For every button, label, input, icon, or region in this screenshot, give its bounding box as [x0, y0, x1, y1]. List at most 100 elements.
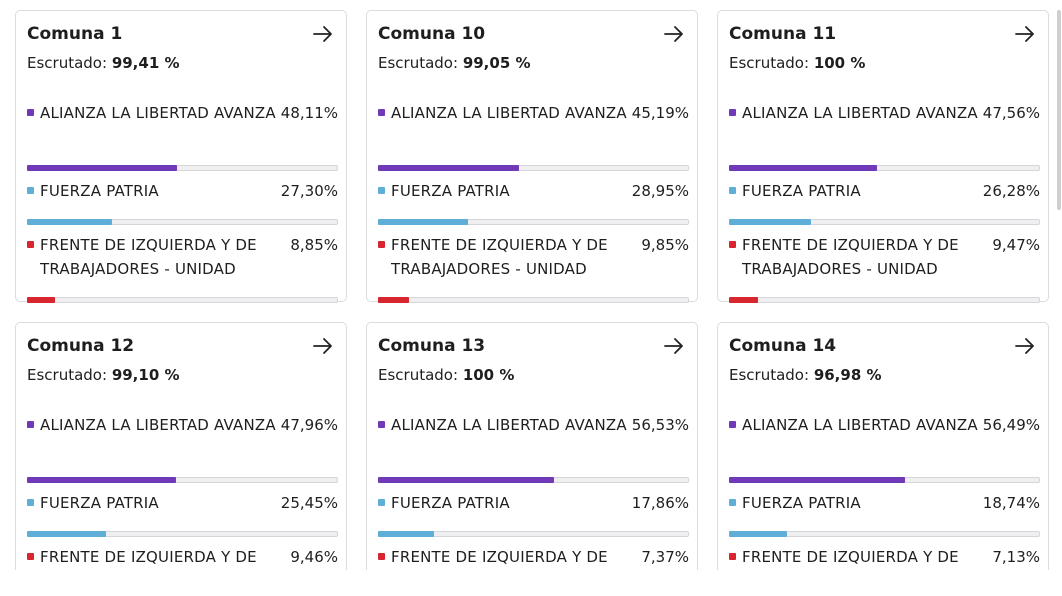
party-percentage: 7,13% — [992, 548, 1040, 566]
arrow-right-icon[interactable] — [312, 24, 334, 44]
party-percentage: 9,47% — [992, 236, 1040, 254]
escrutado-label: Escrutado: — [378, 54, 463, 72]
party-percentage: 26,28% — [982, 182, 1040, 200]
party-color-dot — [378, 187, 385, 194]
arrow-right-icon[interactable] — [1014, 336, 1036, 356]
party-color-dot — [27, 421, 34, 428]
party-name: FUERZA PATRIA — [40, 182, 159, 200]
progress-fill — [27, 297, 55, 303]
party-color-dot — [378, 499, 385, 506]
progress-fill — [27, 477, 176, 483]
party-percentage: 47,96% — [280, 416, 338, 434]
arrow-right-icon[interactable] — [663, 24, 685, 44]
progress-fill — [378, 219, 468, 225]
party-name: FRENTE DE IZQUIERDA Y DE — [391, 548, 608, 566]
escrutado-value: 99,41 % — [111, 54, 180, 72]
party-percentage: 27,30% — [280, 182, 338, 200]
party-color-dot — [729, 421, 736, 428]
escrutado-status: Escrutado: 99,05 % — [378, 54, 531, 72]
party-name: ALIANZA LA LIBERTAD AVANZA — [742, 104, 978, 122]
party-percentage: 48,11% — [280, 104, 338, 122]
party-name: FUERZA PATRIA — [742, 182, 861, 200]
escrutado-value: 100 % — [813, 54, 866, 72]
card-title: Comuna 14 — [729, 336, 837, 356]
card-title: Comuna 12 — [27, 336, 135, 356]
progress-fill — [378, 165, 519, 171]
party-percentage: 56,49% — [982, 416, 1040, 434]
progress-track — [729, 165, 1040, 171]
escrutado-status: Escrutado: 99,10 % — [27, 366, 180, 384]
progress-track — [27, 165, 338, 171]
progress-track — [27, 531, 338, 537]
escrutado-label: Escrutado: — [729, 54, 814, 72]
party-color-dot — [729, 241, 736, 248]
progress-fill — [27, 219, 112, 225]
party-percentage: 28,95% — [631, 182, 689, 200]
progress-track — [378, 531, 689, 537]
escrutado-value: 99,10 % — [111, 366, 180, 384]
progress-fill — [729, 219, 811, 225]
party-name: FUERZA PATRIA — [391, 494, 510, 512]
party-name: FRENTE DE IZQUIERDA Y DE TRABAJADORES - … — [742, 236, 959, 278]
party-name: ALIANZA LA LIBERTAD AVANZA — [40, 104, 276, 122]
escrutado-label: Escrutado: — [378, 366, 463, 384]
party-color-dot — [729, 499, 736, 506]
party-name: FRENTE DE IZQUIERDA Y DE — [742, 548, 959, 566]
comuna-card[interactable]: Comuna 13 Escrutado: 100 % ALIANZA LA LIBE… — [366, 322, 698, 570]
party-percentage: 18,74% — [982, 494, 1040, 512]
party-color-dot — [378, 241, 385, 248]
comuna-card[interactable]: Comuna 14 Escrutado: 96,98 % ALIANZA LA LI… — [717, 322, 1049, 570]
party-name: FUERZA PATRIA — [40, 494, 159, 512]
progress-track — [378, 477, 689, 483]
progress-fill — [729, 477, 905, 483]
party-percentage: 47,56% — [982, 104, 1040, 122]
progress-fill — [378, 477, 554, 483]
escrutado-value: 100 % — [462, 366, 515, 384]
party-name: FUERZA PATRIA — [391, 182, 510, 200]
arrow-right-icon[interactable] — [663, 336, 685, 356]
arrow-right-icon[interactable] — [1014, 24, 1036, 44]
comuna-card[interactable]: Comuna 10 Escrutado: 99,05 % ALIANZA LA LI… — [366, 10, 698, 303]
escrutado-label: Escrutado: — [27, 366, 112, 384]
escrutado-status: Escrutado: 99,41 % — [27, 54, 180, 72]
progress-fill — [729, 531, 787, 537]
party-color-dot — [27, 109, 34, 116]
progress-track — [378, 297, 689, 303]
party-name: FRENTE DE IZQUIERDA Y DE TRABAJADORES - … — [40, 236, 257, 278]
party-color-dot — [27, 499, 34, 506]
comuna-card[interactable]: Comuna 12 Escrutado: 99,10 % ALIANZA LA LI… — [15, 322, 347, 570]
escrutado-status: Escrutado: 100 % — [378, 366, 514, 384]
scrollbar[interactable] — [1057, 10, 1061, 210]
comuna-card[interactable]: Comuna 11 Escrutado: 100 % ALIANZA LA LIBE… — [717, 10, 1049, 303]
party-color-dot — [27, 187, 34, 194]
progress-track — [729, 297, 1040, 303]
escrutado-status: Escrutado: 96,98 % — [729, 366, 882, 384]
party-name: ALIANZA LA LIBERTAD AVANZA — [391, 104, 627, 122]
progress-track — [27, 219, 338, 225]
progress-fill — [729, 165, 877, 171]
progress-track — [729, 531, 1040, 537]
progress-track — [729, 477, 1040, 483]
escrutado-label: Escrutado: — [27, 54, 112, 72]
party-name: FRENTE DE IZQUIERDA Y DE TRABAJADORES - … — [391, 236, 608, 278]
party-name: ALIANZA LA LIBERTAD AVANZA — [40, 416, 276, 434]
escrutado-value: 99,05 % — [462, 54, 531, 72]
progress-fill — [27, 165, 177, 171]
party-color-dot — [378, 553, 385, 560]
escrutado-label: Escrutado: — [729, 366, 814, 384]
party-percentage: 9,46% — [290, 548, 338, 566]
card-title: Comuna 1 — [27, 24, 123, 44]
party-color-dot — [27, 241, 34, 248]
party-color-dot — [378, 421, 385, 428]
escrutado-value: 96,98 % — [813, 366, 882, 384]
progress-fill — [378, 297, 409, 303]
progress-fill — [729, 297, 758, 303]
escrutado-status: Escrutado: 100 % — [729, 54, 865, 72]
party-percentage: 17,86% — [631, 494, 689, 512]
party-name: FUERZA PATRIA — [742, 494, 861, 512]
arrow-right-icon[interactable] — [312, 336, 334, 356]
party-name: FRENTE DE IZQUIERDA Y DE — [40, 548, 257, 566]
comuna-card[interactable]: Comuna 1 Escrutado: 99,41 % ALIANZA LA LIB… — [15, 10, 347, 303]
party-color-dot — [27, 553, 34, 560]
party-color-dot — [729, 553, 736, 560]
